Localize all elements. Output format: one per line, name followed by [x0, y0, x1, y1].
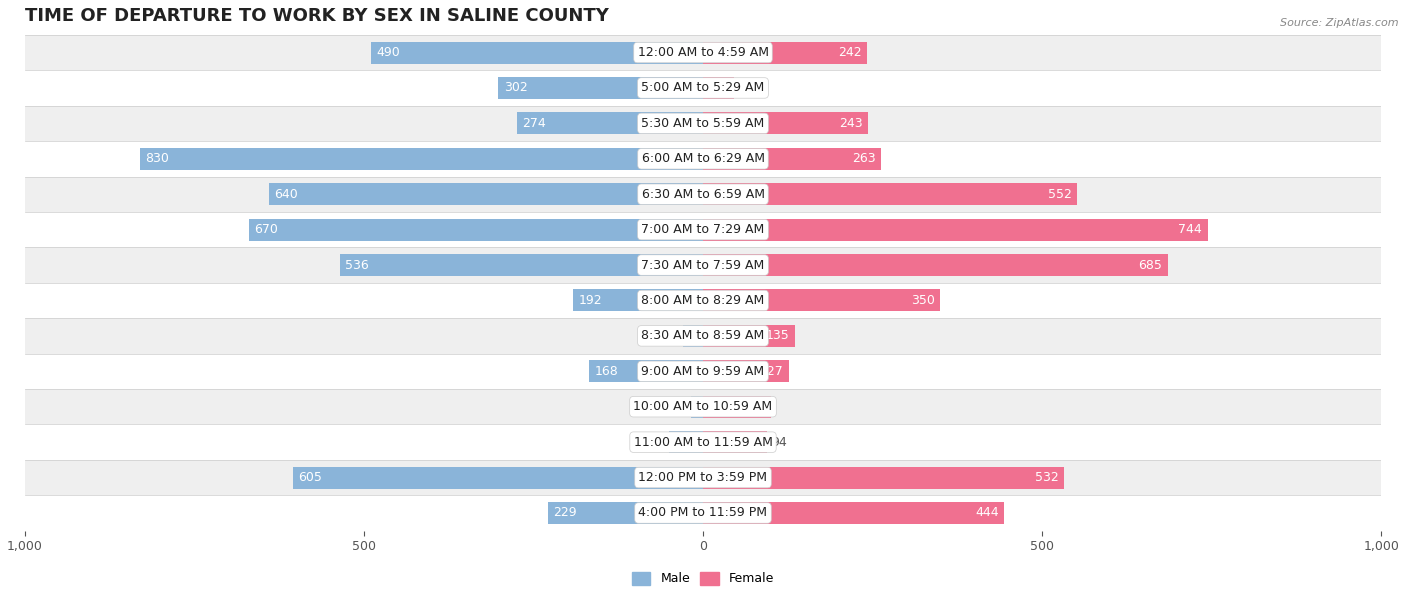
- Text: 532: 532: [1035, 471, 1059, 484]
- Bar: [25, 212, 1381, 248]
- Bar: [25, 106, 1381, 141]
- Text: 685: 685: [1139, 259, 1163, 271]
- Text: 10:00 AM to 10:59 AM: 10:00 AM to 10:59 AM: [634, 400, 772, 413]
- Bar: [572, 290, 703, 311]
- Bar: [703, 254, 1167, 276]
- Text: 11:00 AM to 11:59 AM: 11:00 AM to 11:59 AM: [634, 436, 772, 449]
- Bar: [703, 396, 772, 418]
- Text: 5:30 AM to 5:59 AM: 5:30 AM to 5:59 AM: [641, 117, 765, 130]
- Text: 302: 302: [503, 82, 527, 95]
- Text: 242: 242: [838, 46, 862, 59]
- Text: 243: 243: [839, 117, 862, 130]
- Text: 192: 192: [578, 294, 602, 307]
- Bar: [703, 218, 1208, 240]
- Text: 744: 744: [1178, 223, 1202, 236]
- Text: 8:00 AM to 8:29 AM: 8:00 AM to 8:29 AM: [641, 294, 765, 307]
- Bar: [703, 466, 1064, 488]
- Bar: [339, 254, 703, 276]
- Bar: [669, 431, 703, 453]
- Text: 552: 552: [1047, 187, 1071, 201]
- Bar: [703, 502, 1004, 524]
- Bar: [517, 112, 703, 134]
- Bar: [141, 148, 703, 170]
- Text: 50: 50: [650, 436, 665, 449]
- Bar: [25, 353, 1381, 389]
- Bar: [692, 396, 703, 418]
- Bar: [548, 502, 703, 524]
- Bar: [703, 112, 868, 134]
- Bar: [703, 183, 1077, 205]
- Text: 640: 640: [274, 187, 298, 201]
- Text: 135: 135: [765, 330, 789, 342]
- Text: 7:30 AM to 7:59 AM: 7:30 AM to 7:59 AM: [641, 259, 765, 271]
- Legend: Male, Female: Male, Female: [627, 566, 779, 590]
- Text: 605: 605: [298, 471, 322, 484]
- Bar: [25, 424, 1381, 460]
- Text: 168: 168: [595, 365, 619, 378]
- Bar: [703, 361, 789, 383]
- Bar: [25, 35, 1381, 70]
- Text: 12:00 AM to 4:59 AM: 12:00 AM to 4:59 AM: [637, 46, 769, 59]
- Bar: [25, 318, 1381, 353]
- Text: 350: 350: [911, 294, 935, 307]
- Text: 229: 229: [553, 506, 576, 519]
- Text: 4:00 PM to 11:59 PM: 4:00 PM to 11:59 PM: [638, 506, 768, 519]
- Text: 444: 444: [974, 506, 998, 519]
- Bar: [703, 148, 882, 170]
- Bar: [25, 460, 1381, 495]
- Text: 6:00 AM to 6:29 AM: 6:00 AM to 6:29 AM: [641, 152, 765, 165]
- Bar: [25, 495, 1381, 531]
- Text: 830: 830: [146, 152, 170, 165]
- Bar: [249, 218, 703, 240]
- Text: 46: 46: [738, 82, 754, 95]
- Text: 263: 263: [852, 152, 876, 165]
- Bar: [25, 283, 1381, 318]
- Text: 9:00 AM to 9:59 AM: 9:00 AM to 9:59 AM: [641, 365, 765, 378]
- Bar: [371, 42, 703, 64]
- Bar: [683, 325, 703, 347]
- Text: Source: ZipAtlas.com: Source: ZipAtlas.com: [1281, 18, 1399, 28]
- Bar: [25, 389, 1381, 424]
- Text: 7:00 AM to 7:29 AM: 7:00 AM to 7:29 AM: [641, 223, 765, 236]
- Bar: [25, 141, 1381, 177]
- Text: 6:30 AM to 6:59 AM: 6:30 AM to 6:59 AM: [641, 187, 765, 201]
- Text: 536: 536: [344, 259, 368, 271]
- Text: TIME OF DEPARTURE TO WORK BY SEX IN SALINE COUNTY: TIME OF DEPARTURE TO WORK BY SEX IN SALI…: [25, 7, 609, 25]
- Text: 12:00 PM to 3:59 PM: 12:00 PM to 3:59 PM: [638, 471, 768, 484]
- Bar: [25, 248, 1381, 283]
- Bar: [25, 70, 1381, 106]
- Bar: [703, 431, 766, 453]
- Text: 17: 17: [672, 400, 688, 413]
- Text: 8:30 AM to 8:59 AM: 8:30 AM to 8:59 AM: [641, 330, 765, 342]
- Text: 274: 274: [523, 117, 547, 130]
- Text: 490: 490: [377, 46, 399, 59]
- Bar: [25, 177, 1381, 212]
- Text: 101: 101: [742, 400, 766, 413]
- Bar: [269, 183, 703, 205]
- Bar: [498, 77, 703, 99]
- Bar: [703, 42, 868, 64]
- Text: 670: 670: [254, 223, 278, 236]
- Text: 127: 127: [761, 365, 783, 378]
- Text: 5:00 AM to 5:29 AM: 5:00 AM to 5:29 AM: [641, 82, 765, 95]
- Text: 94: 94: [770, 436, 786, 449]
- Bar: [703, 77, 734, 99]
- Text: 30: 30: [662, 330, 679, 342]
- Bar: [589, 361, 703, 383]
- Bar: [703, 290, 941, 311]
- Bar: [703, 325, 794, 347]
- Bar: [292, 466, 703, 488]
